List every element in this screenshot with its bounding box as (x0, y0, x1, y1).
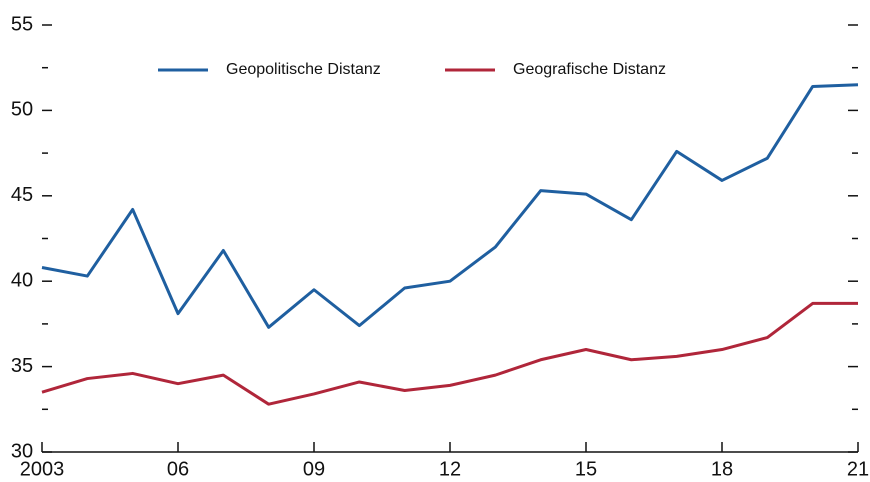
y-tick-label: 50 (11, 99, 33, 121)
series-line (41, 301, 858, 406)
legend-label: Geopolitische Distanz (226, 61, 381, 78)
y-tick-label: 45 (11, 184, 33, 206)
y-tick-label: 40 (11, 269, 33, 291)
x-tick-label: 06 (167, 458, 189, 480)
legend-label: Geografische Distanz (513, 61, 666, 78)
y-tick-label: 30 (11, 440, 33, 462)
y-tick-label: 35 (11, 355, 33, 377)
x-tick-label: 2003 (20, 458, 65, 480)
series-line (41, 83, 859, 329)
x-tick-label: 21 (847, 458, 869, 480)
y-tick-label: 55 (11, 13, 33, 35)
x-tick-label: 18 (711, 458, 733, 480)
x-tick-label: 12 (439, 458, 461, 480)
x-tick-label: 09 (303, 458, 325, 480)
x-tick-label: 15 (575, 458, 597, 480)
